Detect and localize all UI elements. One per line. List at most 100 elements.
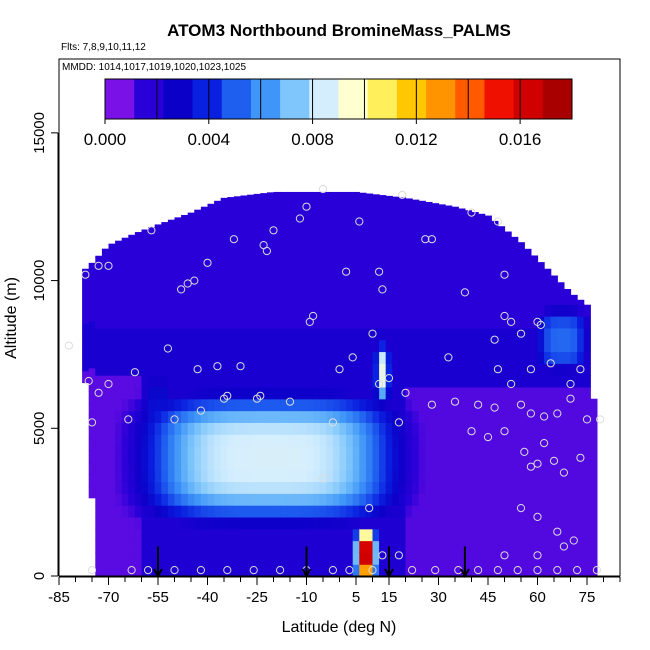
heatmap-cell (577, 351, 585, 364)
heatmap-cell (478, 233, 486, 246)
heatmap-cell (154, 493, 162, 506)
heatmap-cell (187, 221, 195, 234)
sample-point (94, 261, 103, 270)
heatmap-cell (319, 493, 327, 506)
heatmap-cell (445, 410, 453, 423)
heatmap-cell (240, 469, 248, 483)
heatmap-cell (286, 339, 294, 353)
heatmap-cell (412, 540, 420, 553)
heatmap-cell (491, 516, 499, 530)
heatmap-cell (372, 316, 380, 329)
heatmap-cell (187, 233, 195, 246)
heatmap-cell (161, 446, 169, 459)
heatmap-cell (464, 375, 473, 388)
heatmap-cell (260, 564, 268, 577)
heatmap-cell (194, 351, 202, 364)
heatmap-cell (214, 316, 222, 329)
heatmap-cell (392, 505, 400, 518)
heatmap-cell (286, 351, 294, 364)
heatmap-cell (266, 540, 275, 553)
heatmap-cell (464, 398, 473, 412)
heatmap-cell (332, 363, 341, 376)
heatmap-cell (577, 528, 585, 542)
heatmap-cell (141, 233, 149, 246)
heatmap-cell (458, 505, 466, 518)
heatmap-cell (148, 434, 156, 447)
heatmap-cell (286, 245, 294, 258)
heatmap-cell (128, 375, 136, 388)
heatmap-cell (181, 457, 189, 471)
heatmap-cell (299, 280, 308, 293)
heatmap-cell (497, 481, 506, 494)
heatmap-cell (121, 422, 129, 435)
heatmap-cell (240, 375, 248, 388)
heatmap-cell (181, 304, 189, 317)
heatmap-cell (167, 446, 176, 459)
heatmap-cell (148, 493, 156, 506)
heatmap-cell (484, 481, 492, 494)
heatmap-cell (174, 434, 182, 447)
heatmap-cell (372, 386, 380, 400)
heatmap-cell (253, 268, 261, 282)
heatmap-cell (207, 292, 215, 305)
sample-point (124, 415, 133, 424)
heatmap-cell (583, 410, 591, 423)
heatmap-cell (174, 304, 182, 317)
heatmap-cell (167, 375, 176, 388)
heatmap-cell (412, 221, 420, 234)
sample-point (421, 235, 430, 244)
sample-point (368, 566, 377, 575)
heatmap-cell (484, 256, 492, 270)
heatmap-cell (511, 386, 519, 400)
heatmap-cell (266, 339, 275, 353)
heatmap-cell (570, 481, 578, 494)
heatmap-cell (220, 292, 228, 305)
heatmap-cell (108, 375, 116, 388)
heatmap-cell (200, 375, 209, 388)
heatmap-cell (194, 280, 202, 293)
heatmap-cell (425, 493, 433, 506)
heatmap-cell (247, 481, 255, 494)
heatmap-cell (299, 552, 308, 565)
sample-point (427, 400, 436, 409)
heatmap-cell (306, 233, 314, 246)
heatmap-cell (273, 457, 281, 471)
heatmap-cell (445, 363, 453, 376)
heatmap-cell (379, 245, 387, 258)
heatmap-cell (174, 493, 182, 506)
heatmap-cell (148, 304, 156, 317)
heatmap-cell (458, 256, 466, 270)
heatmap-cell (306, 327, 314, 341)
heatmap-cell (590, 481, 598, 494)
heatmap-cell (491, 422, 499, 435)
heatmap-cell (379, 375, 387, 388)
heatmap-cell (484, 398, 492, 412)
heatmap-cell (398, 245, 407, 258)
heatmap-cell (194, 386, 202, 400)
heatmap-cell (471, 564, 479, 577)
heatmap-cell (266, 280, 275, 293)
heatmap-cell (398, 457, 407, 471)
heatmap-cell (339, 233, 347, 246)
heatmap-cell (339, 446, 347, 459)
heatmap-cell (194, 540, 202, 553)
heatmap-cell (233, 422, 242, 435)
heatmap-cell (273, 197, 281, 211)
heatmap-cell (128, 540, 136, 553)
heatmap-cell (504, 481, 512, 494)
heatmap-cell (161, 304, 169, 317)
heatmap-cell (148, 256, 156, 270)
heatmap-cell (95, 304, 103, 317)
heatmap-cell (478, 221, 486, 234)
heatmap-cell (273, 209, 281, 223)
heatmap-cell (365, 528, 374, 542)
heatmap-cell (458, 304, 466, 317)
heatmap-cell (260, 351, 268, 364)
heatmap-cell (530, 540, 539, 553)
heatmap-cell (544, 505, 552, 518)
heatmap-cell (280, 233, 288, 246)
heatmap-cell (187, 540, 195, 553)
heatmap-cell (128, 304, 136, 317)
heatmap-cell (194, 363, 202, 376)
heatmap-cell (478, 540, 486, 553)
